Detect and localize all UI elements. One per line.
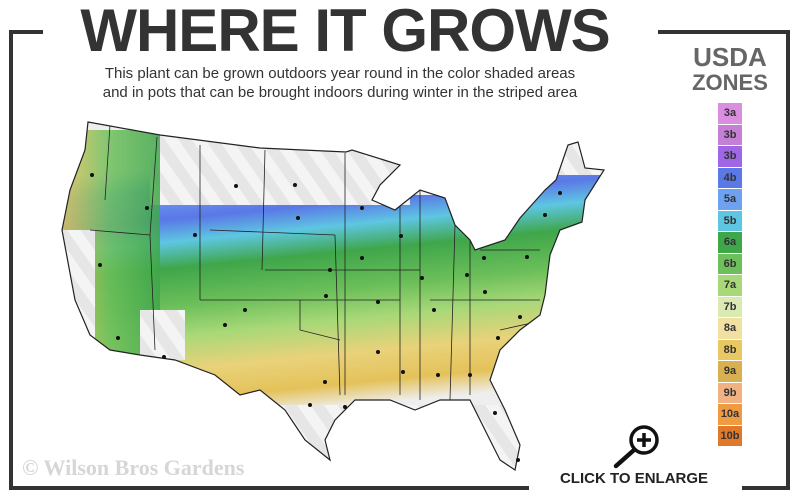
page-title: WHERE IT GROWS [80, 0, 610, 64]
zoom-in-magnifier-icon[interactable] [608, 422, 664, 470]
subtitle-line: This plant can be grown outdoors year ro… [104, 65, 576, 82]
striped-area-california [62, 230, 95, 360]
legend-zone-3a: 3a [718, 103, 742, 124]
frame-bottom-right [742, 486, 790, 490]
striped-area-arizona [140, 310, 185, 360]
legend-zone-6a: 6a [718, 232, 742, 253]
legend-zone-9b: 9b [718, 382, 742, 403]
frame-top-left [9, 30, 43, 34]
legend-zone-4b: 4b [718, 167, 742, 188]
frame-right [786, 30, 790, 490]
legend-zone-8b: 8b [718, 339, 742, 360]
striped-area-north-central [370, 150, 440, 195]
frame-left [9, 30, 13, 490]
city-markers [90, 173, 562, 462]
frame-top-right [658, 30, 790, 34]
legend-zone-10b: 10b [718, 425, 742, 446]
subtitle: This plant can be grown outdoors year ro… [40, 64, 640, 102]
legend-zone-7b: 7b [718, 296, 742, 317]
legend-title-line1: USDA [693, 42, 767, 72]
legend-zone-3b: 3b [718, 124, 742, 145]
legend-zone-3b: 3b [718, 146, 742, 167]
legend-title-line2: ZONES [692, 70, 768, 95]
click-to-enlarge-button[interactable]: CLICK TO ENLARGE [559, 470, 709, 487]
subtitle-line: and in pots that can be brought indoors … [102, 84, 578, 101]
striped-area-gulf [280, 405, 520, 470]
legend-zone-6b: 6b [718, 253, 742, 274]
frame-bottom-left [9, 486, 529, 490]
legend-zone-5a: 5a [718, 189, 742, 210]
copyright-watermark: © Wilson Bros Gardens [22, 455, 245, 480]
legend-zone-7a: 7a [718, 275, 742, 296]
legend-zone-5b: 5b [718, 210, 742, 231]
legend-zone-10a: 10a [718, 404, 742, 425]
zone-legend: 3a 3b 3b 4b 5a 5b 6a 6b 7a 7b 8a 8b 9a 9b 10a 10b [718, 103, 742, 447]
legend-title: USDA ZONES [680, 44, 780, 96]
legend-zone-8a: 8a [718, 318, 742, 339]
legend-zone-9a: 9a [718, 361, 742, 382]
state-borders [89, 124, 546, 401]
